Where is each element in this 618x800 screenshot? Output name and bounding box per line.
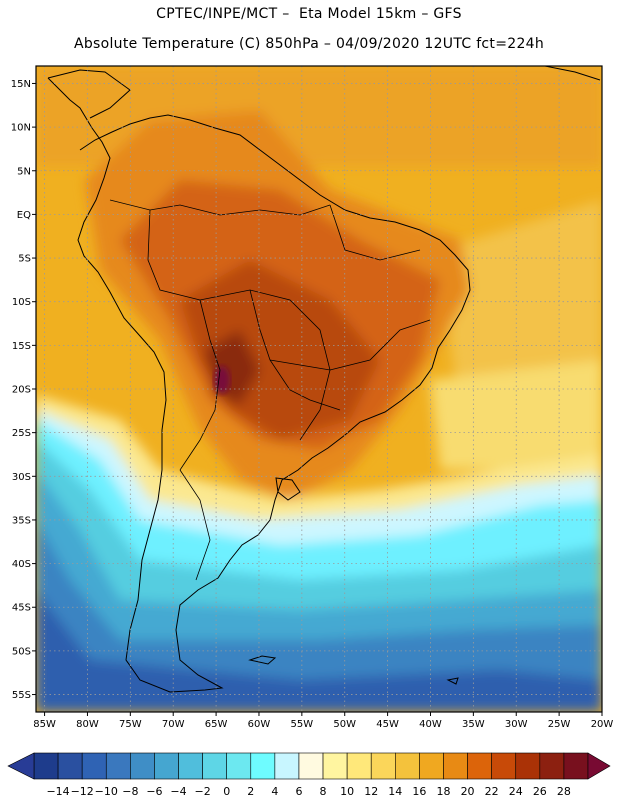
- longitude-label: 30W: [505, 719, 528, 730]
- longitude-label: 75W: [119, 719, 142, 730]
- latitude-label: 10S: [12, 297, 31, 308]
- colorbar-label: 28: [557, 785, 571, 798]
- colorbar-swatch: [539, 752, 565, 780]
- colorbar-swatch: [491, 752, 517, 780]
- longitude-labels: 85W 80W 75W 70W 65W 60W 55W 50W 45W 40W 35W 30W 25W 2…: [33, 712, 613, 730]
- colorbar-label: 8: [320, 785, 327, 798]
- longitude-label: 85W: [33, 719, 56, 730]
- latitude-label: 15S: [12, 341, 31, 352]
- latitude-labels: 15N 10N 5N EQ 5S 10S 15S 20S 25S 30S 35S 40S 45S 50S 5…: [11, 79, 36, 701]
- map-title-line-1: CPTEC/INPE/MCT – Eta Model 15km – GFS: [156, 6, 462, 22]
- colorbar-swatch: [515, 752, 541, 780]
- colorbar-label: −8: [122, 785, 138, 798]
- longitude-label: 70W: [162, 719, 185, 730]
- latitude-label: 25S: [12, 428, 31, 439]
- latitude-label: 45S: [12, 603, 31, 614]
- colorbar-label: 20: [461, 785, 475, 798]
- colorbar-swatch: [178, 752, 203, 780]
- colorbar: −14 −12 −10 −8 −6 −4 −2 0 2 4 6 8 10 12 14 16 18 20 22 24 26…: [7, 752, 611, 798]
- colorbar-swatch: [467, 752, 492, 780]
- colorbar-swatch: [346, 752, 372, 780]
- longitude-label: 40W: [419, 719, 442, 730]
- colorbar-swatch: [274, 752, 300, 780]
- longitude-label: 65W: [205, 719, 228, 730]
- map-title-line-2: Absolute Temperature (C) 850hPa – 04/09/…: [73, 36, 545, 52]
- latitude-label: EQ: [17, 210, 31, 221]
- colorbar-boxes: [33, 752, 589, 780]
- colorbar-swatch: [130, 752, 155, 780]
- colorbar-swatch: [370, 752, 396, 780]
- latitude-label: 5N: [17, 166, 31, 177]
- colorbar-extend-left: [7, 752, 35, 780]
- colorbar-label: −10: [95, 785, 118, 798]
- colorbar-label: −12: [71, 785, 94, 798]
- colorbar-swatch: [226, 752, 252, 780]
- colorbar-label: −6: [146, 785, 162, 798]
- colorbar-swatch: [298, 752, 324, 780]
- country-borders: [109, 199, 431, 581]
- colorbar-swatch: [105, 752, 131, 780]
- colorbar-swatch: [202, 752, 227, 780]
- colorbar-swatch: [81, 752, 107, 780]
- latitude-label: 35S: [12, 515, 31, 526]
- colorbar-label: 0: [223, 785, 230, 798]
- colorbar-swatch: [395, 752, 420, 780]
- latitude-label: 15N: [11, 79, 31, 90]
- colorbar-label: 10: [340, 785, 354, 798]
- colorbar-label: 12: [364, 785, 378, 798]
- colorbar-swatch: [33, 752, 59, 780]
- longitude-label: 55W: [291, 719, 314, 730]
- longitude-label: 60W: [248, 719, 271, 730]
- longitude-label: 35W: [462, 719, 485, 730]
- colorbar-swatch: [443, 752, 468, 780]
- longitude-label: 25W: [548, 719, 571, 730]
- colorbar-label: 18: [436, 785, 450, 798]
- colorbar-label: 26: [533, 785, 547, 798]
- colorbar-labels: −14 −12 −10 −8 −6 −4 −2 0 2 4 6 8 10 12 14 16 18 20 22 24 26…: [46, 785, 570, 798]
- colorbar-label: 4: [271, 785, 278, 798]
- colorbar-extend-right: [587, 752, 611, 780]
- colorbar-label: 16: [412, 785, 426, 798]
- latitude-label: 5S: [18, 254, 31, 265]
- latitude-label: 40S: [12, 559, 31, 570]
- colorbar-swatch: [419, 752, 444, 780]
- colorbar-swatch: [57, 752, 83, 780]
- latitude-label: 50S: [12, 646, 31, 657]
- longitude-label: 45W: [376, 719, 399, 730]
- latitude-label: 10N: [11, 123, 31, 134]
- colorbar-label: 22: [485, 785, 499, 798]
- colorbar-label: 14: [388, 785, 402, 798]
- colorbar-label: 24: [509, 785, 523, 798]
- temperature-field: [36, 66, 602, 712]
- colorbar-label: 6: [295, 785, 302, 798]
- colorbar-swatch: [250, 752, 276, 780]
- colorbar-swatch: [322, 752, 348, 780]
- colorbar-label: −4: [170, 785, 186, 798]
- colorbar-swatch: [154, 752, 179, 780]
- colorbar-label: −2: [194, 785, 210, 798]
- longitude-label: 80W: [76, 719, 99, 730]
- longitude-label: 50W: [333, 719, 356, 730]
- latitude-label: 30S: [12, 472, 31, 483]
- latitude-label: 20S: [12, 385, 31, 396]
- coastlines: [47, 66, 601, 693]
- longitude-label: 20W: [591, 719, 614, 730]
- colorbar-label: 2: [247, 785, 254, 798]
- latitude-label: 55S: [12, 690, 31, 701]
- colorbar-label: −14: [46, 785, 69, 798]
- colorbar-swatch: [563, 752, 589, 780]
